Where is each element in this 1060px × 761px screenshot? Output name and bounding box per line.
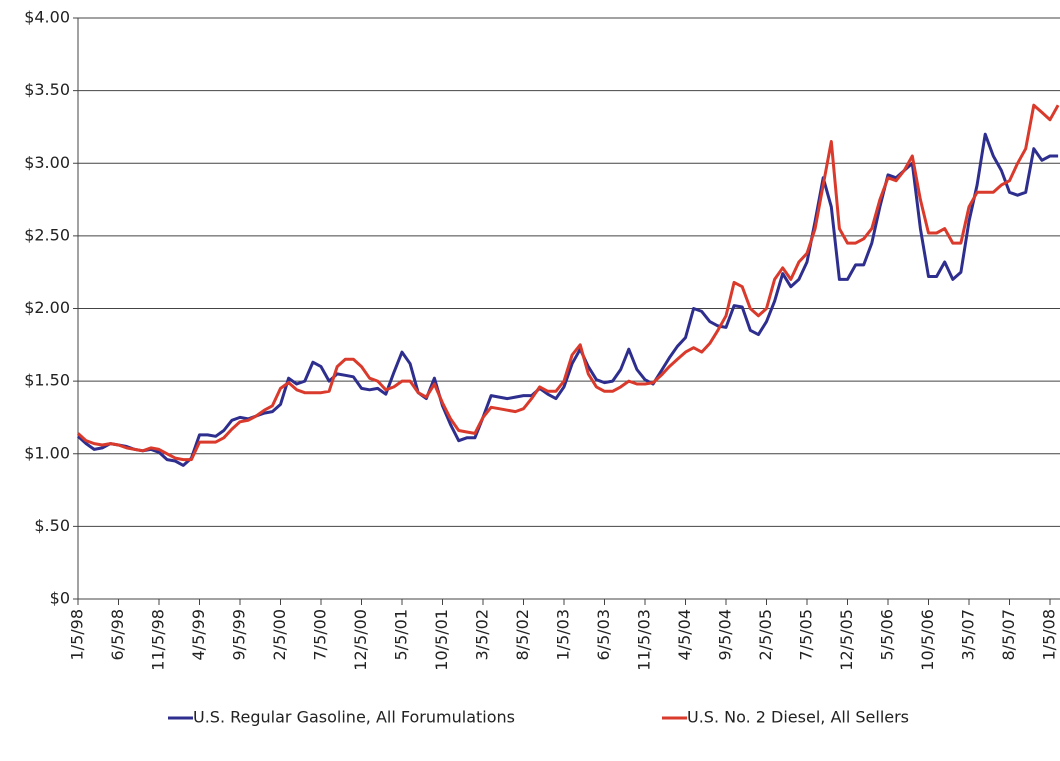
x-tick-label: 11/5/03 [635, 609, 654, 671]
x-tick-label: 10/5/01 [432, 609, 451, 671]
x-tick-label: 12/5/00 [351, 609, 370, 671]
y-tick-label: $0 [50, 589, 70, 608]
x-tick-label: 4/5/04 [675, 609, 694, 661]
x-tick-label: 1/5/08 [1040, 609, 1059, 661]
series-line [76, 132, 1059, 467]
y-tick-label: $1.00 [24, 443, 70, 462]
x-tick-label: 12/5/05 [837, 609, 856, 671]
x-tick-label: 8/5/02 [513, 609, 532, 661]
x-tick-label: 10/5/06 [918, 609, 937, 671]
y-tick-label: $3.00 [24, 153, 70, 172]
x-tick-label: 2/5/00 [270, 609, 289, 661]
x-tick-label: 9/5/04 [716, 609, 735, 661]
x-tick-label: 9/5/99 [230, 609, 249, 661]
legend-label: U.S. No. 2 Diesel, All Sellers [687, 708, 909, 727]
x-tick-label: 3/5/02 [473, 609, 492, 661]
x-tick-label: 3/5/07 [959, 609, 978, 661]
x-tick-label: 5/5/01 [392, 609, 411, 661]
x-tick-label: 4/5/99 [189, 609, 208, 661]
y-tick-label: $.50 [34, 516, 70, 535]
x-tick-label: 7/5/05 [797, 609, 816, 661]
series-line [76, 103, 1060, 462]
legend-label: U.S. Regular Gasoline, All Forumulations [193, 708, 515, 727]
y-tick-label: $2.50 [24, 225, 70, 244]
y-tick-label: $4.00 [24, 8, 70, 27]
x-tick-label: 1/5/03 [554, 609, 573, 661]
y-tick-label: $2.00 [24, 298, 70, 317]
y-tick-label: $3.50 [24, 80, 70, 99]
x-tick-label: 1/5/98 [68, 609, 87, 661]
x-tick-label: 6/5/03 [594, 609, 613, 661]
y-tick-label: $1.50 [24, 371, 70, 390]
x-tick-label: 8/5/07 [999, 609, 1018, 661]
x-tick-label: 11/5/98 [149, 609, 168, 671]
x-tick-label: 5/5/06 [878, 609, 897, 661]
x-tick-label: 7/5/00 [311, 609, 330, 661]
x-tick-label: 6/5/98 [108, 609, 127, 661]
x-tick-label: 2/5/05 [756, 609, 775, 661]
